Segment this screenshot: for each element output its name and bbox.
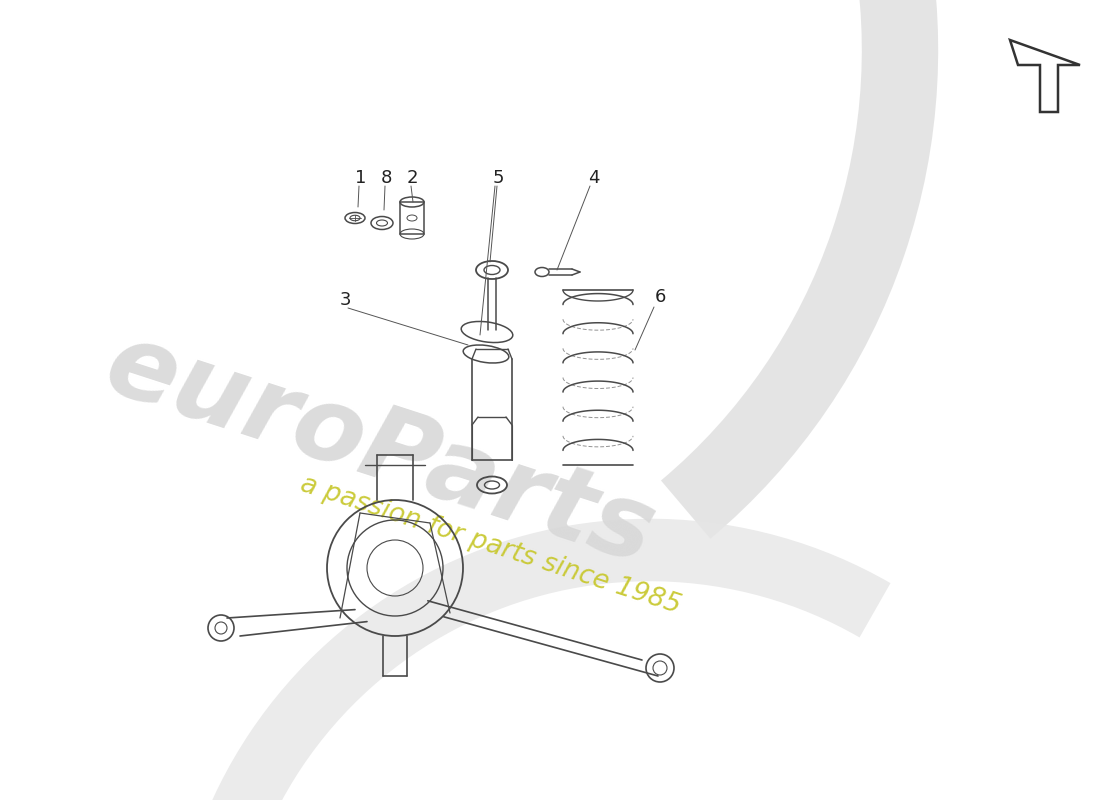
Text: euroParts: euroParts: [94, 314, 667, 586]
Text: 2: 2: [407, 169, 418, 187]
Text: 6: 6: [654, 288, 667, 306]
Text: 5: 5: [493, 169, 505, 187]
Text: a passion for parts since 1985: a passion for parts since 1985: [297, 471, 683, 619]
Text: 1: 1: [355, 169, 366, 187]
Text: 4: 4: [588, 169, 600, 187]
Text: 8: 8: [381, 169, 393, 187]
Text: 3: 3: [340, 291, 352, 309]
Bar: [400, 202, 424, 234]
